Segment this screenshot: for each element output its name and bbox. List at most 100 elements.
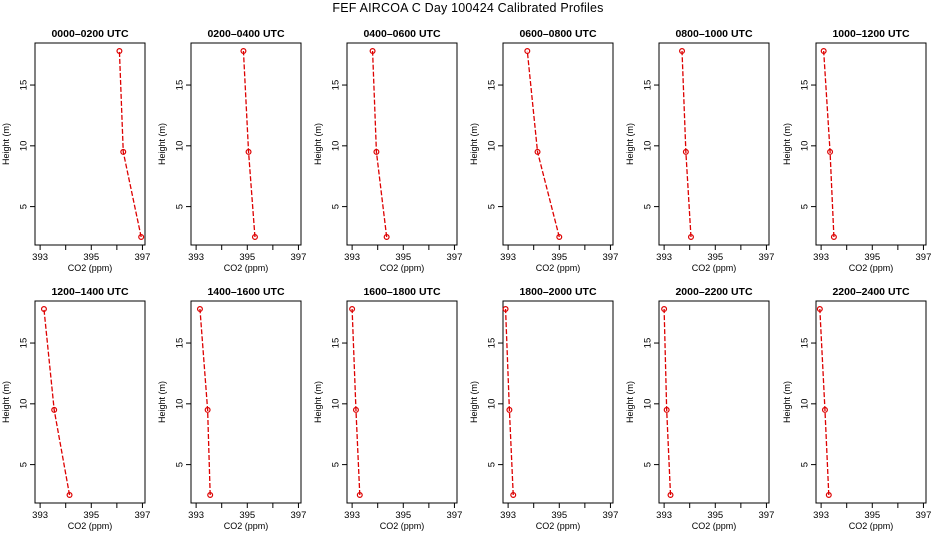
data-point bbox=[506, 406, 513, 413]
data-point bbox=[204, 406, 211, 413]
profile-line bbox=[663, 308, 672, 496]
y-axis-label: Height (m) bbox=[157, 381, 167, 423]
y-tick-label: 15 bbox=[19, 80, 30, 91]
y-axis-label: Height (m) bbox=[313, 123, 323, 165]
y-axis-label: Height (m) bbox=[625, 123, 635, 165]
plot-frame bbox=[502, 300, 614, 504]
data-point bbox=[352, 406, 359, 413]
y-tick-label: 5 bbox=[800, 462, 811, 467]
x-axis-label: CO2 (ppm) bbox=[692, 521, 737, 531]
x-tick-label: 397 bbox=[447, 510, 463, 521]
x-tick-label: 395 bbox=[395, 510, 411, 521]
y-axis-label: Height (m) bbox=[469, 123, 479, 165]
y-tick-label: 5 bbox=[19, 462, 30, 467]
x-tick-label: 395 bbox=[83, 510, 99, 521]
data-point bbox=[196, 306, 203, 313]
y-tick-label: 15 bbox=[487, 80, 498, 91]
profile-panel: 0800–1000 UTC 393 395 397 5 10 15 CO2 (ppm) Heig… bbox=[625, 28, 774, 273]
panel-title: 0600–0800 UTC bbox=[519, 28, 596, 40]
y-tick-label: 15 bbox=[331, 338, 342, 349]
data-point bbox=[245, 148, 252, 155]
x-tick-label: 395 bbox=[239, 252, 255, 263]
x-tick-label: 393 bbox=[813, 252, 829, 263]
y-tick-label: 15 bbox=[800, 80, 811, 91]
data-point bbox=[138, 234, 145, 241]
plot-frame bbox=[34, 300, 146, 504]
x-tick-label: 393 bbox=[656, 510, 672, 521]
y-tick-label: 10 bbox=[800, 399, 811, 410]
y-tick-label: 10 bbox=[800, 141, 811, 152]
plot-frame bbox=[190, 42, 302, 246]
profile-panel: 1800–2000 UTC 393 395 397 5 10 15 CO2 (ppm) Heig… bbox=[469, 286, 618, 531]
y-tick-label: 5 bbox=[487, 204, 498, 209]
y-tick-label: 15 bbox=[800, 338, 811, 349]
x-tick-label: 397 bbox=[291, 510, 307, 521]
y-axis-label: Height (m) bbox=[157, 123, 167, 165]
profile-panel: 1200–1400 UTC 393 395 397 5 10 15 CO2 (ppm) Heig… bbox=[1, 286, 150, 531]
x-tick-label: 393 bbox=[344, 510, 360, 521]
x-tick-label: 395 bbox=[239, 510, 255, 521]
y-tick-label: 10 bbox=[643, 141, 654, 152]
profile-line bbox=[351, 308, 361, 496]
x-tick-label: 397 bbox=[603, 510, 619, 521]
y-axis-label: Height (m) bbox=[1, 381, 11, 423]
y-tick-label: 15 bbox=[175, 80, 186, 91]
data-point bbox=[816, 306, 823, 313]
y-axis-label: Height (m) bbox=[782, 381, 792, 423]
data-point bbox=[356, 492, 363, 499]
x-tick-label: 397 bbox=[603, 252, 619, 263]
profile-panel: 2200–2400 UTC 393 395 397 5 10 15 CO2 (ppm) Heig… bbox=[782, 286, 931, 531]
data-point bbox=[383, 234, 390, 241]
profile-panel: 2000–2200 UTC 393 395 397 5 10 15 CO2 (ppm) Heig… bbox=[625, 286, 774, 531]
y-tick-label: 5 bbox=[643, 462, 654, 467]
profile-line bbox=[118, 50, 142, 238]
x-tick-label: 395 bbox=[83, 252, 99, 263]
x-tick-label: 393 bbox=[188, 510, 204, 521]
x-tick-label: 395 bbox=[864, 510, 880, 521]
x-tick-label: 397 bbox=[916, 510, 932, 521]
y-tick-label: 15 bbox=[643, 338, 654, 349]
x-tick-label: 393 bbox=[32, 510, 48, 521]
y-tick-label: 5 bbox=[331, 204, 342, 209]
plot-frame bbox=[502, 42, 614, 246]
x-tick-label: 393 bbox=[500, 510, 516, 521]
panel-title: 1800–2000 UTC bbox=[519, 286, 596, 298]
data-point bbox=[827, 148, 834, 155]
plot-frame bbox=[190, 300, 302, 504]
y-tick-label: 10 bbox=[331, 141, 342, 152]
x-tick-label: 393 bbox=[188, 252, 204, 263]
x-axis-label: CO2 (ppm) bbox=[68, 263, 113, 273]
data-point bbox=[373, 148, 380, 155]
y-tick-label: 10 bbox=[487, 141, 498, 152]
x-axis-label: CO2 (ppm) bbox=[849, 521, 894, 531]
panel-title: 0400–0600 UTC bbox=[363, 28, 440, 40]
data-point bbox=[667, 492, 674, 499]
data-point bbox=[510, 492, 517, 499]
data-point bbox=[251, 234, 258, 241]
data-point bbox=[821, 406, 828, 413]
figure-title: FEF AIRCOA C Day 100424 Calibrated Profi… bbox=[332, 1, 604, 15]
panel-title: 1400–1600 UTC bbox=[207, 286, 284, 298]
y-tick-label: 10 bbox=[175, 141, 186, 152]
plot-frame bbox=[815, 42, 927, 246]
profile-line bbox=[504, 308, 514, 496]
data-point bbox=[349, 306, 356, 313]
panel-title: 1600–1800 UTC bbox=[363, 286, 440, 298]
x-axis-label: CO2 (ppm) bbox=[380, 263, 425, 273]
plot-frame bbox=[658, 300, 770, 504]
data-point bbox=[687, 234, 694, 241]
x-tick-label: 397 bbox=[135, 510, 151, 521]
x-tick-label: 393 bbox=[500, 252, 516, 263]
profile-line bbox=[681, 50, 692, 238]
y-tick-label: 5 bbox=[175, 462, 186, 467]
panel-title: 2000–2200 UTC bbox=[675, 286, 752, 298]
y-tick-label: 10 bbox=[487, 399, 498, 410]
profile-panel: 1600–1800 UTC 393 395 397 5 10 15 CO2 (ppm) Heig… bbox=[313, 286, 462, 531]
data-point bbox=[830, 234, 837, 241]
data-point bbox=[369, 47, 376, 54]
data-point bbox=[663, 406, 670, 413]
data-point bbox=[825, 492, 832, 499]
profile-line bbox=[43, 308, 71, 496]
profile-line bbox=[371, 50, 388, 238]
x-axis-label: CO2 (ppm) bbox=[380, 521, 425, 531]
